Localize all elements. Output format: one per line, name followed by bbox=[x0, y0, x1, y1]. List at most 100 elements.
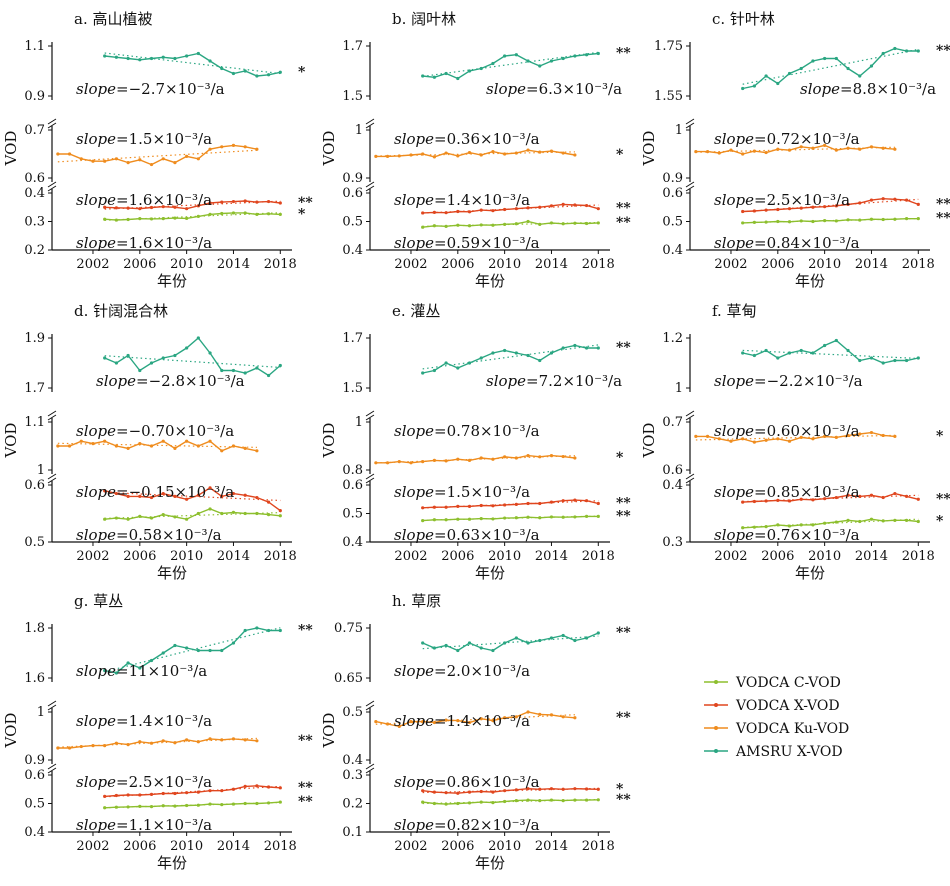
y-tick-label: 0.5 bbox=[24, 535, 45, 550]
data-point bbox=[869, 517, 874, 521]
y-tick-label: 1.7 bbox=[342, 39, 363, 54]
series-c: slope=0.58×10⁻³/a bbox=[76, 507, 282, 544]
data-point bbox=[869, 64, 874, 68]
data-point bbox=[561, 454, 565, 459]
data-point bbox=[444, 459, 448, 463]
data-point bbox=[255, 366, 259, 370]
data-point bbox=[56, 444, 60, 448]
data-point bbox=[138, 740, 142, 744]
data-point bbox=[432, 790, 436, 794]
data-point bbox=[432, 368, 436, 373]
data-point bbox=[91, 744, 95, 748]
data-point bbox=[243, 145, 247, 149]
data-point bbox=[776, 356, 780, 360]
data-point bbox=[811, 59, 815, 63]
data-point bbox=[893, 217, 897, 221]
data-point bbox=[208, 648, 212, 653]
data-point bbox=[126, 161, 130, 165]
slope-label: slope=11×10⁻³/a bbox=[76, 662, 207, 680]
data-point bbox=[208, 59, 212, 63]
data-point bbox=[526, 641, 530, 645]
data-point bbox=[584, 514, 589, 518]
data-point bbox=[799, 66, 803, 71]
slope-label: slope=1.1×10⁻³/a bbox=[76, 816, 212, 834]
data-point bbox=[255, 200, 259, 204]
y-tick-label: 1.7 bbox=[24, 381, 45, 396]
data-point bbox=[729, 439, 733, 443]
series-x: slope=1.5×10⁻³/a ** bbox=[394, 483, 631, 512]
series-line bbox=[57, 440, 258, 452]
data-point bbox=[799, 435, 803, 439]
y-axis-label: VOD bbox=[2, 131, 20, 167]
data-point bbox=[243, 738, 247, 742]
slope-label: slope=0.85×10⁻³/a bbox=[714, 483, 860, 501]
data-point bbox=[514, 799, 518, 803]
data-point bbox=[741, 351, 745, 355]
data-point bbox=[409, 720, 413, 724]
series-line bbox=[57, 144, 258, 166]
data-point bbox=[149, 162, 154, 167]
x-tick-label: 2002 bbox=[394, 839, 427, 854]
significance-mark: ** bbox=[616, 625, 631, 641]
y-tick-label: 0.6 bbox=[342, 478, 363, 493]
slope-label: slope=−0.70×10⁻³/a bbox=[76, 422, 234, 440]
series-c: slope=0.76×10⁻³/a * bbox=[714, 513, 944, 544]
data-point bbox=[741, 86, 745, 91]
data-point bbox=[243, 199, 247, 203]
data-point bbox=[138, 494, 142, 498]
data-point bbox=[491, 648, 495, 653]
data-point bbox=[514, 222, 518, 226]
slope-label: slope=0.76×10⁻³/a bbox=[714, 526, 860, 544]
slope-label: slope=1.4×10⁻³/a bbox=[76, 712, 212, 730]
legend-item-c: VODCA C-VOD bbox=[704, 675, 841, 691]
y-axis-label: VOD bbox=[2, 713, 20, 749]
data-point bbox=[526, 219, 530, 224]
series-amsru: slope=8.8×10⁻³/a ** bbox=[741, 43, 950, 98]
data-point bbox=[161, 439, 165, 443]
data-point bbox=[173, 56, 177, 61]
x-tick-label: 2010 bbox=[808, 257, 841, 272]
data-point bbox=[538, 712, 542, 717]
slope-label: slope=−2.8×10⁻³/a bbox=[96, 372, 245, 390]
series-amsru: slope=2.0×10⁻³/a ** bbox=[394, 625, 631, 680]
axis-break-mark bbox=[685, 410, 695, 421]
data-point bbox=[881, 361, 885, 365]
panel-8: h. 草原 VOD 0.65 0.75 slope=2.0×10⁻³/a ** 0.4 0.5… bbox=[320, 592, 631, 872]
data-point bbox=[173, 161, 177, 165]
panel-title: d. 针阔混合林 bbox=[74, 302, 168, 320]
data-point bbox=[173, 216, 177, 220]
y-axis-label: VOD bbox=[640, 131, 658, 167]
data-point bbox=[196, 493, 200, 497]
x-tick-label: 2010 bbox=[170, 257, 203, 272]
panel-1: a. 高山植被 VOD 0.9 1.1 slope=−2.7×10⁻³/a * 0.6 0.7… bbox=[2, 10, 313, 290]
data-point bbox=[573, 343, 577, 348]
slope-label: slope=−2.2×10⁻³/a bbox=[714, 372, 863, 390]
data-point bbox=[444, 643, 448, 648]
series-ku: slope=1.4×10⁻³/a ** bbox=[56, 712, 313, 750]
y-tick-label: 0.9 bbox=[662, 171, 683, 186]
panel-4: d. 针阔混合林 VOD 1.7 1.9 slope=−2.8×10⁻³/a 1 1.1 sl… bbox=[2, 302, 297, 582]
data-point bbox=[514, 636, 518, 640]
data-point bbox=[278, 514, 282, 518]
trend-line bbox=[104, 627, 281, 673]
significance-mark: ** bbox=[616, 710, 631, 726]
slope-label: slope=1.4×10⁻³/a bbox=[394, 712, 530, 730]
data-point bbox=[503, 152, 507, 156]
significance-mark: ** bbox=[616, 508, 631, 524]
data-point bbox=[266, 73, 271, 77]
x-tick-label: 2006 bbox=[761, 549, 794, 564]
data-point bbox=[278, 509, 282, 513]
y-tick-label: 1.7 bbox=[342, 331, 363, 346]
x-tick-label: 2014 bbox=[217, 839, 250, 854]
data-point bbox=[776, 523, 780, 527]
data-point bbox=[549, 221, 554, 225]
series-ku: slope=−0.70×10⁻³/a bbox=[56, 422, 259, 453]
slope-label: slope=2.0×10⁻³/a bbox=[394, 662, 530, 680]
band-2: 0.9 1 slope=0.36×10⁻³/a * bbox=[342, 118, 624, 186]
data-point bbox=[514, 788, 518, 792]
y-tick-label: 1.55 bbox=[654, 89, 683, 104]
data-point bbox=[56, 152, 60, 156]
data-point bbox=[196, 648, 200, 653]
data-point bbox=[799, 348, 803, 353]
y-tick-label: 0.3 bbox=[342, 768, 363, 783]
